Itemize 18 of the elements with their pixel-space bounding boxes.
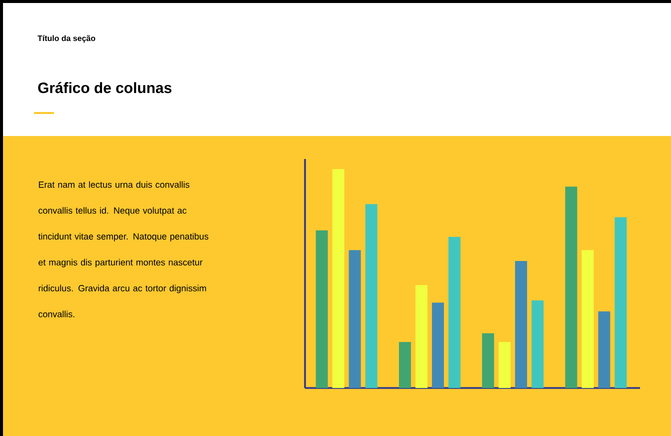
bar: [415, 285, 428, 388]
bar: [482, 333, 494, 388]
bar: [532, 300, 544, 388]
bar: [582, 250, 594, 388]
bar: [515, 261, 528, 388]
bar: [614, 217, 627, 388]
bar: [598, 311, 610, 388]
text: Gráfico de colunas: [38, 82, 172, 94]
bar: [565, 186, 578, 388]
text: Erat nam at lectus urna duis convallis convallis tellus id. Neque volutpat ac tincidunt vitae semper. Natoque penatibus et magnis dis parturient montes nascetur ridiculus. Gravida arcu ac tortor dignissim convallis.: [38, 181, 208, 318]
bar: [498, 342, 511, 388]
bar: [398, 342, 411, 388]
bar: [332, 169, 344, 388]
bar: [348, 250, 361, 388]
bar: [432, 302, 444, 388]
bar: [316, 230, 328, 388]
bar: [365, 204, 378, 388]
bar: [448, 236, 460, 388]
